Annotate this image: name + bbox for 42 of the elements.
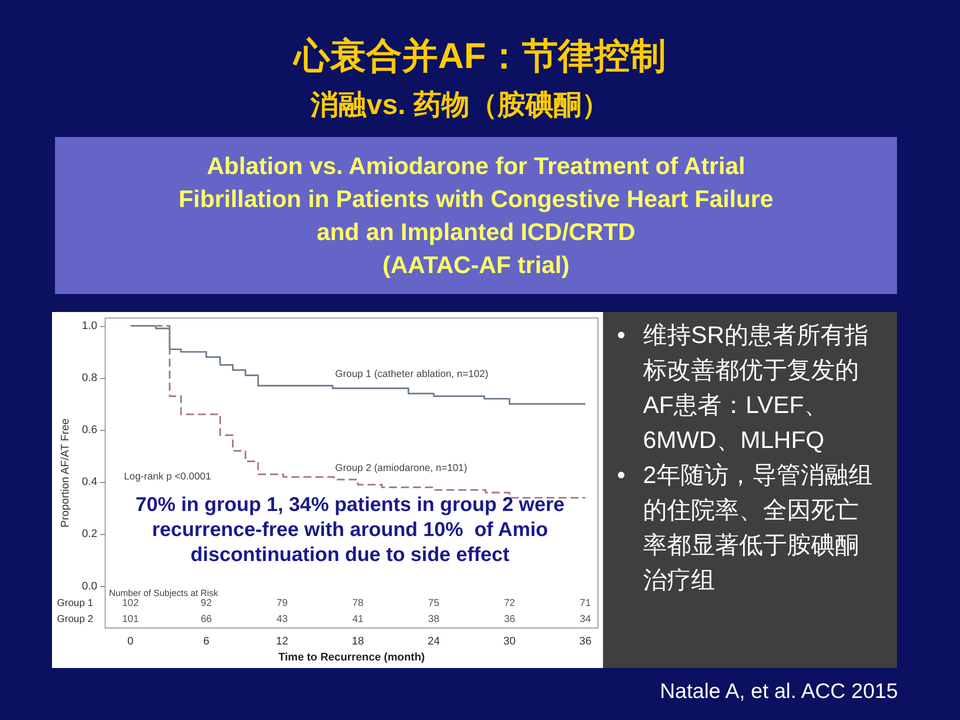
y-tick-label: 0.0	[82, 580, 98, 592]
y-axis-title: Proportion AF/AT Free	[60, 418, 72, 528]
annotation: 34	[580, 614, 592, 625]
annotation: 43	[276, 614, 288, 625]
annotation: Number of Subjects at Risk	[109, 588, 219, 598]
text: • 维持SR的患者所有指标改善都优于复发的AF患者：LVEF、6MWD、MLHFQ	[617, 321, 868, 454]
annotation: 72	[504, 598, 516, 609]
x-tick-label: 0	[127, 636, 134, 648]
annotation: 38	[428, 614, 440, 625]
annotation: 102	[122, 598, 140, 609]
text: Group 2	[57, 614, 94, 625]
text: • 2年随访，导管消融组的住院率、全因死亡率都显著低于胺碘酮治疗组	[617, 461, 872, 594]
annotation: 70% in group 1, 34% patients in group 2 were recurrence-free with around 10% of Amio discontinuation due to side effect	[136, 494, 564, 566]
annotation: 101	[122, 614, 140, 625]
x-tick-label: 36	[579, 636, 592, 648]
chart-subtitle: 消融vs. 药物（胺碘酮）	[309, 88, 610, 122]
annotation: 79	[276, 598, 288, 609]
annotation: 92	[200, 598, 212, 609]
annotation: Log-rank p <0.0001	[124, 472, 212, 482]
x-tick-label: 12	[276, 636, 288, 648]
chart-title: 心衰合并AF：节律控制	[292, 34, 667, 78]
y-tick-label: 0.8	[82, 372, 98, 384]
annotation: 71	[580, 598, 592, 609]
series-label: Group 1 (catheter ablation, n=102)	[335, 369, 488, 380]
text: Group 1	[57, 598, 94, 609]
text: Ablation vs. Amiodarone for Treatment of Atrial Fibrillation in Patients with Congestive Heart Failure and an Implanted ICD/CRTD (AATAC-AF trial)	[55, 137, 897, 294]
x-tick-label: 24	[428, 636, 440, 648]
annotation: 78	[352, 598, 364, 609]
y-tick-label: 0.6	[82, 424, 98, 436]
series-label: Group 2 (amiodarone, n=101)	[335, 463, 468, 474]
annotation: 36	[504, 614, 516, 625]
x-tick-label: 30	[503, 636, 516, 648]
x-tick-label: 18	[352, 636, 364, 648]
x-axis-title: Time to Recurrence (month)	[278, 652, 426, 664]
x-tick-label: 6	[203, 636, 210, 648]
text: Natale A, et al. ACC 2015	[660, 680, 898, 704]
annotation: 66	[200, 614, 212, 625]
annotation: 75	[428, 598, 440, 609]
y-tick-label: 0.4	[82, 476, 98, 488]
annotation: 41	[352, 614, 364, 625]
y-tick-label: 1.0	[82, 320, 98, 332]
y-tick-label: 0.2	[82, 528, 98, 540]
